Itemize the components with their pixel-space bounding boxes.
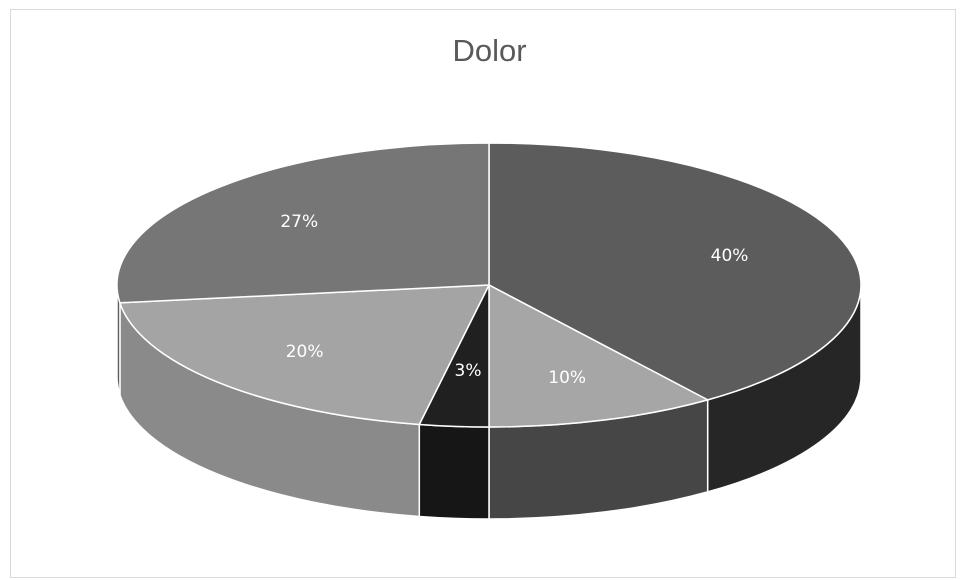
pie-data-labels: 40% 10% 3% 20% 27% (280, 212, 748, 388)
pie-top-faces (116, 142, 862, 428)
pie-slice-4 (118, 284, 491, 426)
pie-slice-5 (116, 142, 490, 304)
pie-slice-2 (488, 283, 710, 428)
pie-slice-label-3: 3% (455, 361, 482, 381)
pie-slice-label-5: 27% (280, 212, 318, 232)
chart-title: Dolor (452, 33, 527, 68)
pie-slice-1 (488, 142, 862, 401)
pie-slice-label-1: 40% (711, 246, 749, 266)
pie-slice-label-4: 20% (286, 342, 324, 362)
pie-slice-label-2: 10% (548, 368, 586, 388)
pie-side-3 (418, 423, 490, 520)
pie-side-walls (116, 284, 862, 520)
